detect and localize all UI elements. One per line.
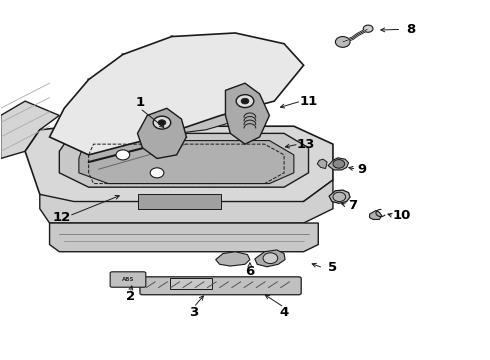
Polygon shape [108,76,274,137]
Polygon shape [0,101,59,158]
Polygon shape [49,33,304,155]
Polygon shape [369,211,382,220]
FancyBboxPatch shape [140,277,301,295]
Circle shape [153,116,171,129]
Circle shape [263,253,278,264]
Circle shape [335,37,350,47]
Text: ABS: ABS [122,277,134,282]
FancyBboxPatch shape [110,272,146,287]
Polygon shape [79,140,294,184]
Polygon shape [225,83,270,144]
Text: 3: 3 [189,306,198,319]
Polygon shape [255,250,285,267]
Circle shape [236,95,254,108]
Text: 7: 7 [348,199,357,212]
Circle shape [150,168,164,178]
FancyBboxPatch shape [170,278,212,289]
Circle shape [333,159,344,168]
Text: 6: 6 [245,265,254,278]
Text: 9: 9 [358,163,367,176]
Polygon shape [318,159,327,168]
Circle shape [363,25,373,32]
Polygon shape [59,134,309,187]
Circle shape [241,98,249,104]
Text: 10: 10 [392,210,411,222]
Polygon shape [138,194,220,209]
Circle shape [116,150,130,160]
Polygon shape [329,190,350,203]
Polygon shape [138,108,186,158]
Text: 2: 2 [125,290,135,303]
Text: 11: 11 [299,95,318,108]
Polygon shape [216,252,250,266]
Text: 12: 12 [52,211,71,224]
Text: 13: 13 [297,138,315,150]
Polygon shape [328,158,348,170]
Text: 1: 1 [135,96,145,109]
Polygon shape [40,180,333,223]
Circle shape [158,120,166,126]
Polygon shape [25,126,333,209]
Text: 4: 4 [279,306,289,319]
Text: 8: 8 [407,23,416,36]
Polygon shape [49,223,319,252]
Text: 5: 5 [328,261,338,274]
